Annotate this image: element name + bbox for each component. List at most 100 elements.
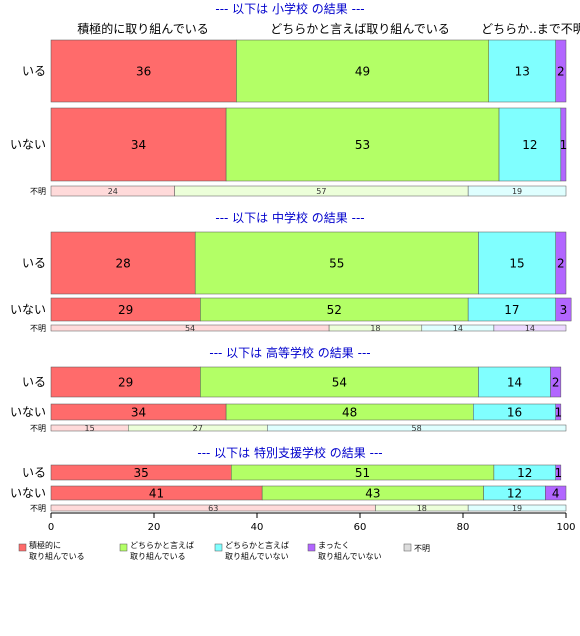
column-header: どちらかと言えば取り組んでいる <box>270 22 449 36</box>
legend-swatch <box>214 543 223 552</box>
row-label: いる <box>22 64 46 78</box>
data-label: 15 <box>85 424 95 433</box>
data-label: 4 <box>552 486 560 500</box>
x-tick-label: 60 <box>354 522 367 533</box>
data-label: 48 <box>342 405 357 419</box>
bar-segment <box>555 231 567 295</box>
bar-segment <box>200 366 479 398</box>
legend-label: 取り組んでいる <box>29 551 85 561</box>
legend-swatch <box>307 543 316 552</box>
data-label: 16 <box>507 405 522 419</box>
data-label: 63 <box>208 504 218 513</box>
data-label: 54 <box>185 324 195 333</box>
data-label: 2 <box>552 375 560 389</box>
data-label: 12 <box>507 486 522 500</box>
x-tick-label: 0 <box>48 522 54 533</box>
group-title: --- 以下は 特別支援学校 の結果 --- <box>197 445 382 460</box>
data-label: 51 <box>355 466 370 480</box>
legend-label: どちらかと言えば <box>130 540 194 550</box>
data-label: 1 <box>554 405 562 419</box>
data-label: 13 <box>515 64 530 78</box>
data-label: 52 <box>327 303 342 317</box>
data-label: 55 <box>329 256 344 270</box>
data-label: 3 <box>560 303 568 317</box>
column-header: 積極的に取り組んでいる <box>77 21 208 36</box>
legend-label: 不明 <box>414 544 430 553</box>
x-tick-label: 100 <box>556 522 575 533</box>
legend-label: まったく <box>318 541 350 550</box>
data-label: 36 <box>136 64 151 78</box>
group-title: --- 以下は 小学校 の結果 --- <box>215 1 364 16</box>
row-label: いる <box>22 375 46 389</box>
data-label: 15 <box>509 256 524 270</box>
bar-segment <box>225 107 500 182</box>
bar-segment <box>498 107 562 182</box>
legend-label: 積極的に <box>29 540 61 550</box>
column-header: どちらか..まで不明 <box>481 22 580 36</box>
data-label: 54 <box>332 375 347 389</box>
row-label: いない <box>10 138 46 152</box>
legend-swatch <box>119 543 128 552</box>
data-label: 58 <box>412 424 422 433</box>
data-label: 12 <box>522 138 537 152</box>
legend-swatch <box>403 543 412 552</box>
data-label: 35 <box>133 466 148 480</box>
bar-segment <box>555 464 562 481</box>
data-label: 41 <box>149 486 164 500</box>
bar-segment <box>478 231 556 295</box>
bar-segment <box>467 185 567 197</box>
bar-segment <box>493 324 567 332</box>
data-label: 24 <box>108 187 118 196</box>
row-label: いる <box>22 466 46 480</box>
data-label: 57 <box>316 187 326 196</box>
x-tick-label: 80 <box>457 522 470 533</box>
group-title: --- 以下は 中学校 の結果 --- <box>215 210 364 225</box>
data-label: 43 <box>365 486 380 500</box>
data-label: 18 <box>370 324 380 333</box>
row-label: いる <box>22 256 46 270</box>
bar-segment <box>236 39 489 103</box>
data-label: 53 <box>355 138 370 152</box>
data-label: 12 <box>517 466 532 480</box>
data-label: 49 <box>355 64 370 78</box>
legend-label: 取り組んでいない <box>225 551 289 561</box>
group-title: --- 以下は 高等学校 の結果 --- <box>209 345 370 360</box>
row-label: 不明 <box>30 187 46 196</box>
data-label: 34 <box>131 138 146 152</box>
bar-segment <box>50 39 237 103</box>
data-label: 29 <box>118 303 133 317</box>
x-tick-label: 20 <box>148 522 161 533</box>
bar-segment <box>478 366 551 398</box>
legend-label: 取り組んでいない <box>318 551 382 561</box>
data-label: 1 <box>560 138 568 152</box>
row-label: 不明 <box>30 324 46 333</box>
bar-segment <box>488 39 556 103</box>
legend-swatch <box>18 543 27 552</box>
data-label: 14 <box>453 324 463 333</box>
row-label: 不明 <box>30 424 46 433</box>
bar-segment <box>550 366 562 398</box>
row-label: 不明 <box>30 504 46 513</box>
row-label: いない <box>10 486 46 500</box>
data-label: 2 <box>557 64 565 78</box>
data-label: 19 <box>512 504 522 513</box>
data-label: 14 <box>525 324 535 333</box>
x-tick-label: 40 <box>251 522 264 533</box>
legend-label: 取り組んでいる <box>130 551 186 561</box>
bar-segment <box>555 297 572 322</box>
data-label: 29 <box>118 375 133 389</box>
bar-segment <box>50 107 227 182</box>
data-label: 17 <box>504 303 519 317</box>
data-label: 34 <box>131 405 146 419</box>
bar-segment <box>50 366 201 398</box>
data-label: 1 <box>554 466 562 480</box>
data-label: 28 <box>115 256 130 270</box>
data-label: 14 <box>507 375 522 389</box>
bar-segment <box>467 504 567 512</box>
data-label: 19 <box>512 187 522 196</box>
bar-segment <box>560 107 567 182</box>
bar-segment <box>545 485 567 501</box>
data-label: 18 <box>417 504 427 513</box>
bar-segment <box>194 231 479 295</box>
